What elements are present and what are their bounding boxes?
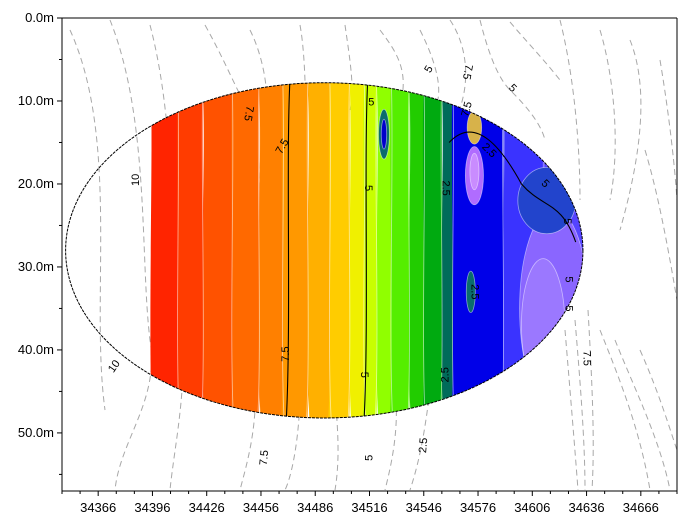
contour-blob	[521, 258, 566, 392]
color-band	[230, 82, 261, 418]
color-band	[328, 82, 351, 418]
color-band	[376, 82, 394, 418]
y-tick-label: 0.0m	[25, 10, 54, 25]
x-tick-label: 34456	[243, 500, 279, 515]
contour-label: 5	[422, 64, 435, 75]
band-contour-line	[231, 82, 234, 418]
contour-label: 5	[362, 185, 374, 191]
color-band	[176, 82, 205, 418]
band-contour-line	[347, 82, 351, 418]
color-band	[422, 82, 444, 418]
band-contour-line	[306, 82, 309, 418]
x-tick-label: 34546	[406, 500, 442, 515]
contour-label: 5	[561, 218, 573, 224]
contour-label: 5	[368, 97, 374, 109]
y-tick-label: 20.0m	[18, 176, 54, 191]
x-ticks: 34366 34396 34426 34456 34486 34516 34546 34576…	[61, 491, 678, 515]
color-band	[409, 82, 427, 418]
contour-label: 2.5	[417, 437, 430, 453]
contour-label: 2.5	[439, 367, 451, 382]
x-tick-label: 34486	[297, 500, 333, 515]
contour-label: 5	[358, 372, 370, 378]
axes	[61, 17, 678, 492]
band-contour-line	[281, 82, 285, 418]
contour-label: 10	[130, 174, 142, 186]
band-contour-line	[407, 82, 410, 418]
contour-label: 2.5	[469, 284, 481, 299]
contour-label: 7.5	[460, 63, 474, 80]
color-band	[389, 82, 411, 418]
band-contour-line	[423, 82, 426, 418]
color-band	[349, 82, 367, 418]
x-tick-label: 34366	[80, 500, 116, 515]
band-contour-line	[390, 82, 394, 418]
contour-label: 5	[363, 455, 375, 461]
contour-label: 5	[563, 276, 575, 282]
x-tick-label: 34516	[351, 500, 387, 515]
contour-blob	[380, 118, 388, 150]
x-tick-label: 34606	[514, 500, 550, 515]
contour-label: 7.5	[280, 346, 292, 361]
x-tick-label: 34396	[134, 500, 170, 515]
contour-label: 2.5	[440, 180, 452, 195]
y-tick-label: 30.0m	[18, 259, 54, 274]
contour-blob	[465, 270, 476, 313]
color-band	[281, 82, 310, 418]
band-contour-line	[329, 82, 332, 418]
band-contour-line	[201, 82, 204, 418]
color-band	[258, 82, 286, 418]
y-tick-label: 40.0m	[18, 342, 54, 357]
color-band	[441, 82, 456, 418]
x-tick-label: 34576	[460, 500, 496, 515]
contour-label: 5	[563, 305, 575, 311]
contour-label: 7.5	[258, 450, 271, 466]
x-tick-label: 34636	[568, 500, 604, 515]
filled-contour-ellipse	[65, 81, 594, 420]
y-ticks: 0.0m 10.0m 20.0m 30.0m 40.0m 50.0m	[18, 10, 62, 475]
color-band	[202, 82, 235, 418]
contour-blob	[469, 152, 480, 191]
color-band	[150, 82, 181, 418]
color-band	[307, 82, 333, 418]
black-contour-line	[285, 82, 291, 418]
band-contour-line	[374, 82, 378, 418]
black-contour-line	[363, 82, 369, 418]
color-band	[451, 82, 505, 418]
x-tick-label: 34426	[189, 500, 225, 515]
black-contour-line	[448, 131, 577, 243]
contour-label: 7.5	[581, 351, 593, 366]
contour-label: 10	[106, 358, 123, 375]
contour-label: 7.5	[241, 105, 255, 122]
band-contour-line	[363, 82, 367, 418]
y-tick-label: 50.0m	[18, 425, 54, 440]
band-contour-line	[592, 81, 594, 420]
x-tick-label: 34666	[623, 500, 659, 515]
band-contour-line	[452, 82, 455, 418]
contour-label: 7.5	[459, 100, 475, 118]
y-tick-label: 10.0m	[18, 93, 54, 108]
ellipse-outline	[65, 82, 584, 419]
band-contour-line	[439, 82, 443, 418]
band-contour-line	[257, 82, 260, 418]
